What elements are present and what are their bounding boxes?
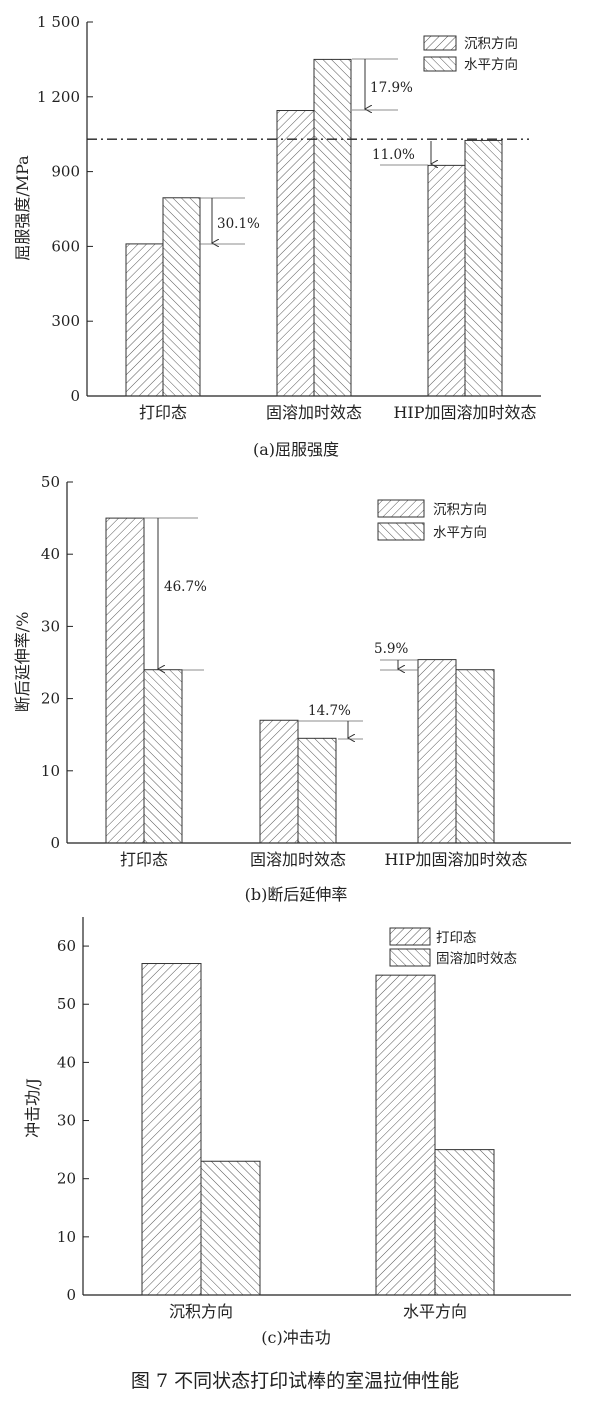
y-tick-label: 10 [41,762,60,780]
chart-a-annotations: 30.1% 17.9% 11.0% [199,58,431,244]
legend-swatch-c-0 [389,927,431,946]
y-tick-label: 0 [70,387,80,405]
chart-a-plot: 0 300 600 900 1 200 1 500 打印态 固溶加时效态 HIP加固溶加时效态 [37,13,541,422]
chart-b-annotations: 46.7% 14.7% 5.9% [142,517,418,739]
chart-a-legend: 沉积方向 水平方向 [423,35,518,73]
bar-c-0-0 [141,963,202,1296]
annotation-b-2: 5.9% [374,641,408,657]
y-tick-label: 30 [57,1112,76,1130]
bar-b-1-0 [259,719,299,844]
chart-b-caption: (b)断后延伸率 [245,885,348,904]
bar-a-1-0 [276,110,315,397]
figure-caption: 图 7 不同状态打印试棒的室温拉伸性能 [131,1370,459,1392]
x-category-label: 打印态 [139,403,187,422]
annotation-a-2: 11.0% [372,147,415,163]
legend-swatch-c-1 [389,948,431,967]
chart-c-caption: (c)冲击功 [261,1328,330,1347]
legend-swatch-a-1 [423,56,457,72]
annotation-b-0: 46.7% [164,579,207,595]
legend-label-c-0: 打印态 [436,929,477,946]
legend-swatch-b-1 [377,522,425,541]
x-category-label: 打印态 [120,850,168,869]
bar-b-2-1 [455,669,495,844]
bar-b-0-0 [105,517,145,844]
y-tick-label: 40 [41,545,60,563]
x-category-label: 固溶加时效态 [266,403,362,422]
legend-label-b-0: 沉积方向 [433,502,487,518]
bar-c-1-1 [434,1149,495,1296]
legend-label-b-1: 水平方向 [433,525,487,541]
y-tick-label: 1 500 [37,13,80,31]
y-tick-label: 600 [51,237,80,255]
chart-a-ylabel: 屈服强度/MPa [13,155,32,261]
bar-c-1-0 [375,974,436,1296]
chart-a-caption: (a)屈服强度 [253,440,339,459]
bar-a-1-1 [313,58,352,397]
bar-b-1-1 [297,737,337,844]
legend-label-a-1: 水平方向 [464,57,518,73]
x-category-label: 固溶加时效态 [250,850,346,869]
annotation-a-0: 30.1% [217,216,260,232]
y-tick-label: 50 [57,995,76,1013]
y-tick-label: 30 [41,617,60,635]
y-tick-label: 300 [51,312,80,330]
y-tick-label: 40 [57,1053,76,1071]
bar-a-2-1 [464,139,503,397]
legend-swatch-b-0 [377,499,425,518]
y-tick-label: 20 [57,1170,76,1188]
chart-b-ylabel: 断后延伸率/% [13,612,32,713]
bar-b-0-1 [143,669,183,844]
y-tick-label: 1 200 [37,88,80,106]
chart-c-plot: 0 10 20 30 40 50 60 沉积方向 水平方向 [57,917,571,1321]
x-category-label: HIP加固溶加时效态 [393,403,536,422]
y-tick-label: 0 [50,834,60,852]
chart-b: 0 10 20 30 40 50 打印态 固溶加时效态 HIP加固溶加时效态 断后延伸率/% 沉… [13,473,571,904]
chart-b-legend: 沉积方向 水平方向 [377,499,487,541]
y-tick-label: 0 [66,1286,76,1304]
annotation-b-1: 14.7% [308,703,351,719]
annotation-a-1: 17.9% [370,80,413,96]
bar-a-0-0 [125,243,164,397]
bar-a-2-0 [427,164,466,397]
bar-a-0-1 [162,197,201,397]
bar-b-2-0 [417,659,457,844]
bar-c-0-1 [200,1160,261,1296]
chart-c: 0 10 20 30 40 50 60 沉积方向 水平方向 冲击功/J 打印态 固溶加时效态 (… [23,917,571,1347]
y-tick-label: 900 [51,163,80,181]
legend-label-a-0: 沉积方向 [464,36,518,52]
chart-c-legend: 打印态 固溶加时效态 [389,927,517,967]
x-category-label: 沉积方向 [169,1302,233,1321]
legend-swatch-a-0 [423,35,457,51]
x-category-label: 水平方向 [403,1302,467,1321]
legend-label-c-1: 固溶加时效态 [436,951,517,967]
chart-c-ylabel: 冲击功/J [23,1078,42,1138]
x-category-label: HIP加固溶加时效态 [384,850,527,869]
y-tick-label: 10 [57,1228,76,1246]
chart-b-plot: 0 10 20 30 40 50 打印态 固溶加时效态 HIP加固溶加时效态 [41,473,571,869]
y-tick-label: 20 [41,690,60,708]
y-tick-label: 50 [41,473,60,491]
y-tick-label: 60 [57,937,76,955]
